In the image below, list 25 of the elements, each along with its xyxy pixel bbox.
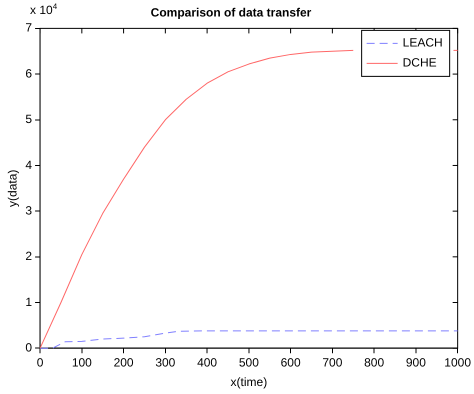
y-axis-title: y(data) [6, 170, 20, 207]
x-tick-label: 300 [155, 356, 176, 370]
x-axis-title: x(time) [230, 375, 268, 390]
x-tick-label: 400 [197, 356, 218, 370]
legend-label: DCHE [402, 56, 437, 70]
y-tick-label: 4 [25, 158, 32, 172]
y-tick-label: 3 [25, 203, 32, 218]
x-tick-label: 600 [280, 356, 301, 370]
x-tick-label: 900 [406, 356, 426, 370]
legend-label: LEACH [402, 36, 443, 50]
y-tick-label: 7 [25, 20, 32, 35]
y-tick-label: 2 [25, 249, 32, 264]
y-tick-label: 0 [25, 340, 32, 355]
x-tick-label: 500 [238, 356, 260, 370]
x-tick-label: 800 [364, 356, 384, 370]
x-tick-label: 200 [114, 356, 134, 370]
y-tick-label: 6 [25, 66, 32, 80]
y-tick-label: 5 [25, 112, 32, 126]
chart-title: Comparison of data transfer [150, 6, 312, 20]
text: x 10$^{4}$ [30, 2, 58, 17]
x-tick-label: 700 [322, 356, 343, 370]
x-tick-label: 1000 [444, 356, 472, 370]
y-tick-label: 1 [25, 294, 32, 309]
x-tick-label: 100 [72, 356, 92, 370]
x-tick-label: 0 [36, 356, 44, 370]
